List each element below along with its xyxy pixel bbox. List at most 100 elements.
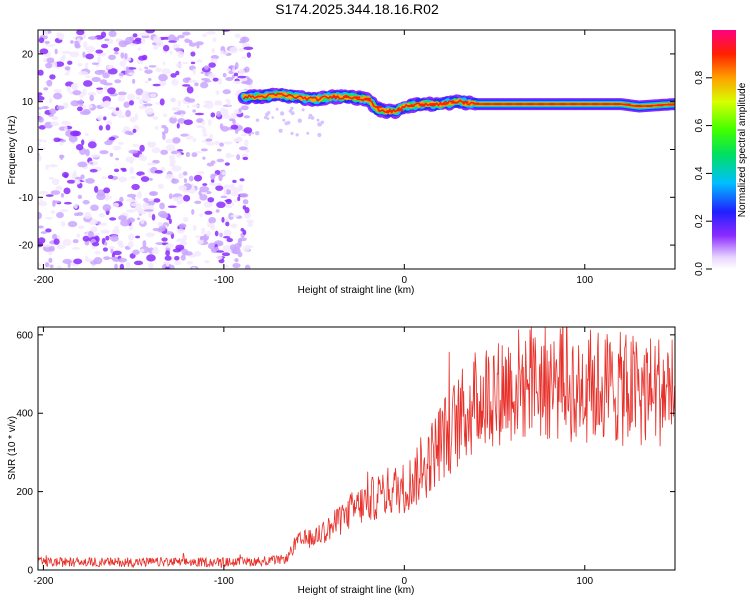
noise-blob [129, 166, 134, 174]
noise-blob [167, 34, 176, 42]
noise-blob [50, 190, 61, 195]
noise-blob [119, 263, 125, 269]
noise-blob [181, 61, 189, 65]
noise-blob [53, 238, 60, 245]
noise-blob [242, 199, 249, 205]
noise-blob [132, 249, 140, 255]
noise-blob [172, 137, 181, 144]
noise-blob [223, 141, 233, 145]
noise-blob [152, 116, 159, 120]
noise-blob [88, 230, 94, 238]
noise-blob [190, 61, 196, 65]
noise-blob [39, 196, 43, 202]
noise-blob [56, 265, 63, 269]
noise-blob [226, 154, 236, 158]
noise-blob [67, 60, 73, 65]
noise-blob [183, 216, 189, 223]
noise-blob [38, 143, 42, 146]
noise-blob [168, 193, 173, 200]
noise-blob [162, 44, 170, 52]
x-tick-label: 0 [402, 275, 408, 286]
noise-blob [205, 230, 211, 237]
noise-blob [198, 190, 203, 196]
noise-blob [172, 43, 180, 50]
noise-blob [163, 36, 170, 40]
noise-blob [38, 262, 42, 267]
noise-blob [138, 55, 147, 61]
y-tick-label: 400 [16, 409, 33, 420]
noise-blob [71, 247, 81, 250]
noise-blob [105, 235, 110, 241]
noise-blob [157, 183, 164, 190]
colorbar-tick-label: 0.6 [694, 118, 705, 132]
noise-blob [239, 193, 249, 198]
noise-blob [99, 150, 109, 155]
noise-blob [165, 243, 174, 249]
noise-blob [154, 126, 159, 130]
noise-blob [233, 80, 242, 85]
noise-blob [126, 67, 137, 70]
noise-blob [42, 244, 52, 248]
noise-blob [216, 110, 222, 118]
noise-blob [129, 116, 137, 123]
noise-blob [44, 262, 50, 268]
noise-blob [159, 98, 165, 106]
noise-blob [63, 201, 72, 205]
noise-blob [212, 37, 217, 42]
noise-blob [210, 160, 216, 165]
noise-blob [132, 143, 139, 148]
noise-blob [151, 147, 161, 154]
noise-blob [200, 148, 208, 152]
snr-background [38, 327, 675, 570]
noise-blob [210, 112, 216, 118]
noise-blob [113, 47, 120, 52]
noise-blob [90, 154, 101, 158]
noise-blob [171, 115, 177, 119]
noise-blob [88, 104, 93, 109]
noise-blob [177, 99, 181, 107]
noise-blob [177, 34, 185, 39]
noise-blob [60, 221, 66, 227]
noise-blob [167, 205, 177, 209]
noise-blob [204, 210, 213, 215]
noise-blob [85, 149, 90, 157]
noise-blob [152, 35, 162, 44]
noise-blob [173, 111, 182, 115]
colorbar: 0.0 0.2 0.4 0.6 0.8 Normalized spectral ampl… [694, 30, 748, 276]
colorbar-tick-label: 0.4 [694, 166, 705, 180]
noise-blob [204, 80, 212, 83]
noise-blob [219, 232, 223, 238]
noise-blob [104, 100, 111, 107]
noise-blob [207, 197, 215, 203]
noise-blob [208, 216, 216, 224]
noise-blob [165, 261, 170, 267]
noise-blob [136, 59, 144, 65]
noise-blob [169, 116, 177, 124]
noise-blob [239, 186, 244, 192]
noise-blob [176, 123, 180, 129]
noise-dot [297, 118, 302, 123]
noise-blob [114, 109, 123, 117]
noise-blob [96, 221, 101, 225]
noise-dot [301, 108, 305, 112]
noise-blob [239, 178, 245, 182]
noise-blob [132, 33, 138, 38]
noise-blob [137, 47, 141, 51]
noise-blob [70, 40, 74, 44]
signal-track [237, 87, 675, 119]
noise-blob [107, 174, 114, 180]
noise-blob [157, 221, 164, 227]
noise-blob [140, 218, 145, 224]
noise-blob [38, 69, 44, 76]
x-tick-label: 100 [576, 576, 593, 587]
noise-blob [196, 239, 204, 245]
noise-blob [130, 202, 138, 207]
noise-blob [196, 43, 200, 49]
noise-blob [237, 196, 241, 202]
noise-blob [70, 100, 80, 107]
noise-blob [186, 86, 194, 94]
noise-blob [230, 191, 240, 197]
noise-blob [238, 107, 242, 113]
noise-dot [307, 116, 311, 120]
colorbar-label: Normalized spectral amplitude [737, 82, 748, 217]
